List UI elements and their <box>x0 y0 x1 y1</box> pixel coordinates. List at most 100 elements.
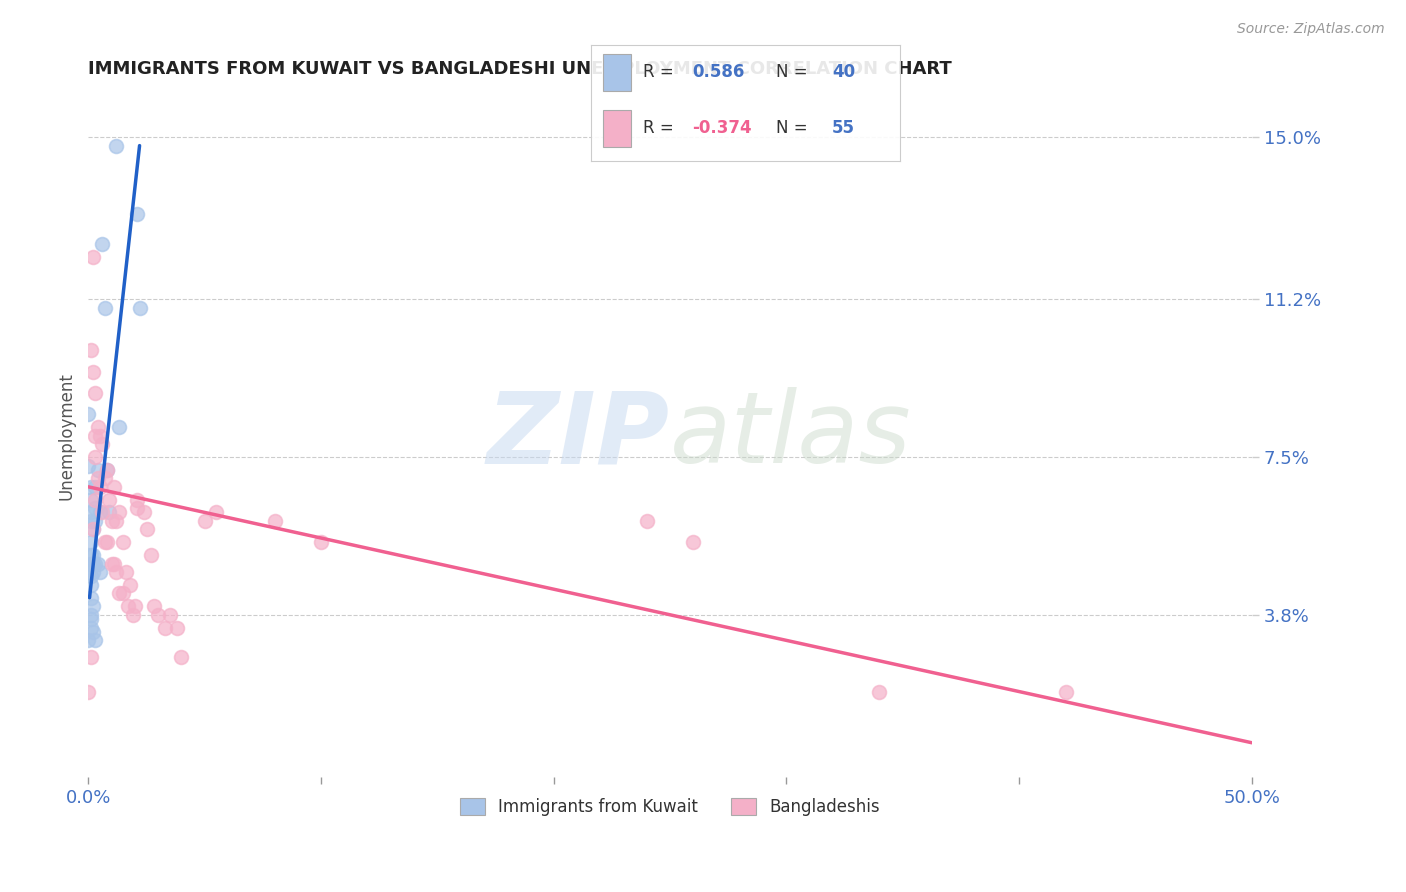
Point <box>84 450 107 464</box>
Point <box>84 492 107 507</box>
Point <box>107 420 129 434</box>
Point <box>89 480 111 494</box>
Point <box>77 684 100 698</box>
Point <box>1054 684 1077 698</box>
Point <box>135 523 157 537</box>
Point <box>86 420 108 434</box>
Point <box>142 599 165 614</box>
Point <box>82 599 104 614</box>
Point <box>112 586 135 600</box>
Point <box>80 612 103 626</box>
Point <box>82 557 104 571</box>
Point <box>127 501 149 516</box>
Point <box>86 557 108 571</box>
Point <box>80 607 103 622</box>
Point <box>96 463 118 477</box>
Point <box>134 505 156 519</box>
Point <box>98 505 121 519</box>
Point <box>636 514 658 528</box>
Point <box>80 557 103 571</box>
Point <box>82 523 104 537</box>
Point <box>153 621 176 635</box>
Point <box>84 557 107 571</box>
Point <box>80 505 103 519</box>
Point <box>194 514 217 528</box>
Point <box>117 599 139 614</box>
Point <box>80 621 103 635</box>
Point <box>80 480 103 494</box>
FancyBboxPatch shape <box>603 54 631 91</box>
Point <box>141 548 163 562</box>
Point <box>103 480 125 494</box>
Point <box>82 565 104 579</box>
Text: atlas: atlas <box>671 387 911 484</box>
Point <box>84 501 107 516</box>
Text: R =: R = <box>643 63 679 81</box>
Point <box>98 492 121 507</box>
Point <box>82 523 104 537</box>
Y-axis label: Unemployment: Unemployment <box>58 372 75 500</box>
Legend: Immigrants from Kuwait, Bangladeshis: Immigrants from Kuwait, Bangladeshis <box>453 791 887 823</box>
Point <box>80 343 103 358</box>
Point <box>869 684 891 698</box>
Point <box>170 650 193 665</box>
Text: 55: 55 <box>832 120 855 137</box>
Point <box>77 407 100 421</box>
Point <box>80 548 103 562</box>
Point <box>80 650 103 665</box>
Point <box>263 514 285 528</box>
Point <box>91 437 114 451</box>
Point <box>205 505 228 519</box>
Point <box>80 569 103 583</box>
Point <box>128 301 150 315</box>
Point <box>96 463 118 477</box>
Text: -0.374: -0.374 <box>693 120 752 137</box>
Point <box>148 607 170 622</box>
Text: R =: R = <box>643 120 679 137</box>
Point <box>682 535 704 549</box>
Text: N =: N = <box>776 120 813 137</box>
Point <box>80 591 103 605</box>
Point <box>105 138 128 153</box>
Point <box>93 535 115 549</box>
Point <box>86 471 108 485</box>
Point <box>309 535 332 549</box>
Point <box>80 578 103 592</box>
Point <box>96 535 118 549</box>
Point <box>77 633 100 648</box>
Point <box>105 565 128 579</box>
Point <box>82 365 104 379</box>
Point <box>107 586 129 600</box>
Point <box>82 624 104 639</box>
Point <box>80 492 103 507</box>
Point <box>114 565 136 579</box>
Text: 0.586: 0.586 <box>693 63 745 81</box>
Point <box>93 301 115 315</box>
Point <box>100 557 122 571</box>
Point <box>91 236 114 251</box>
Text: 40: 40 <box>832 63 855 81</box>
Point <box>105 514 128 528</box>
Text: ZIP: ZIP <box>486 387 671 484</box>
Point <box>89 428 111 442</box>
Text: N =: N = <box>776 63 813 81</box>
Point <box>82 250 104 264</box>
Text: Source: ZipAtlas.com: Source: ZipAtlas.com <box>1237 22 1385 37</box>
Point <box>89 505 111 519</box>
Point <box>100 514 122 528</box>
Point <box>89 565 111 579</box>
Point <box>112 535 135 549</box>
Point <box>121 607 143 622</box>
Point <box>84 480 107 494</box>
Text: IMMIGRANTS FROM KUWAIT VS BANGLADESHI UNEMPLOYMENT CORRELATION CHART: IMMIGRANTS FROM KUWAIT VS BANGLADESHI UN… <box>89 60 952 78</box>
Point <box>127 492 149 507</box>
Point <box>77 458 100 473</box>
Point <box>84 428 107 442</box>
Point <box>80 514 103 528</box>
Point <box>82 548 104 562</box>
Point <box>166 621 188 635</box>
Point <box>159 607 181 622</box>
Point <box>91 505 114 519</box>
Point <box>84 633 107 648</box>
Point <box>124 599 146 614</box>
